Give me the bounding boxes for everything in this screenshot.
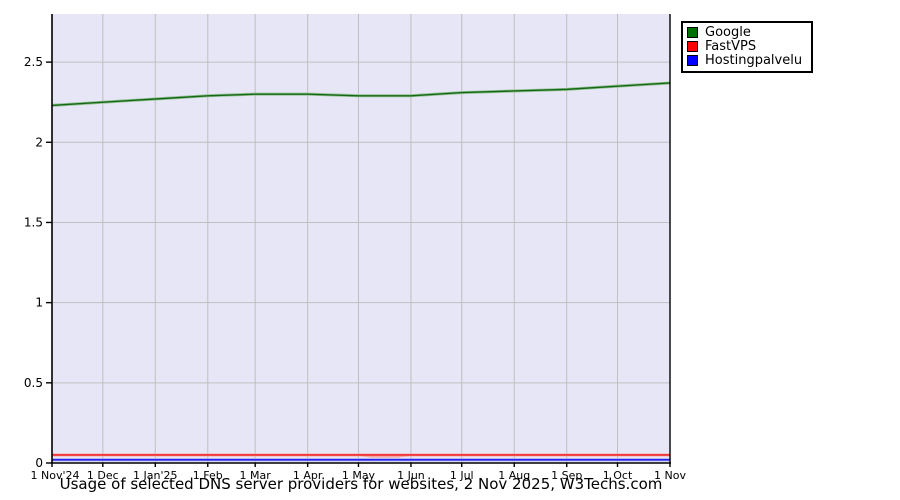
x-tick-label: 1 Jan'25 <box>133 469 177 482</box>
chart-legend: Google FastVPS Hostingpalvelu <box>681 21 814 73</box>
legend-label-hostingpalvelu: Hostingpalvelu <box>705 53 803 68</box>
x-tick-label: 1 May <box>342 469 376 482</box>
legend-item-fastvps: FastVPS <box>687 40 802 53</box>
y-tick-label: 2.5 <box>24 55 43 69</box>
x-tick-label: 1 Sep <box>551 469 582 482</box>
x-tick-label: 1 Mar <box>240 469 272 482</box>
legend-item-hostingpalvelu: Hostingpalvelu <box>687 54 802 67</box>
x-tick-label: 1 Apr <box>293 469 323 482</box>
x-tick-label: 1 Dec <box>87 469 119 482</box>
x-tick-label: 1 Nov <box>654 469 686 482</box>
x-tick-label: 1 Jun <box>397 469 425 482</box>
series-line-google <box>51 82 671 107</box>
x-tick-label: 1 Nov'24 <box>31 469 80 482</box>
x-tick-label: 1 Oct <box>603 469 633 482</box>
legend-label-fastvps: FastVPS <box>705 39 757 54</box>
y-tick-label: 0.5 <box>24 376 43 390</box>
y-tick-label: 1.5 <box>24 215 43 229</box>
y-tick-label: 0 <box>35 456 43 470</box>
x-tick-label: 1 Aug <box>498 469 530 482</box>
fastvps-color-swatch-icon <box>687 41 698 52</box>
plot-background <box>52 14 670 463</box>
hostingpalvelu-color-swatch-icon <box>687 55 698 66</box>
x-tick-label: 1 Jul <box>450 469 474 482</box>
y-tick-label: 2 <box>35 135 43 149</box>
legend-item-google: Google <box>687 26 802 39</box>
y-tick-label: 1 <box>35 296 43 310</box>
x-tick-label: 1 Feb <box>193 469 223 482</box>
google-color-swatch-icon <box>687 27 698 38</box>
legend-label-google: Google <box>705 25 751 40</box>
chart-caption: Usage of selected DNS server providers f… <box>59 475 663 493</box>
